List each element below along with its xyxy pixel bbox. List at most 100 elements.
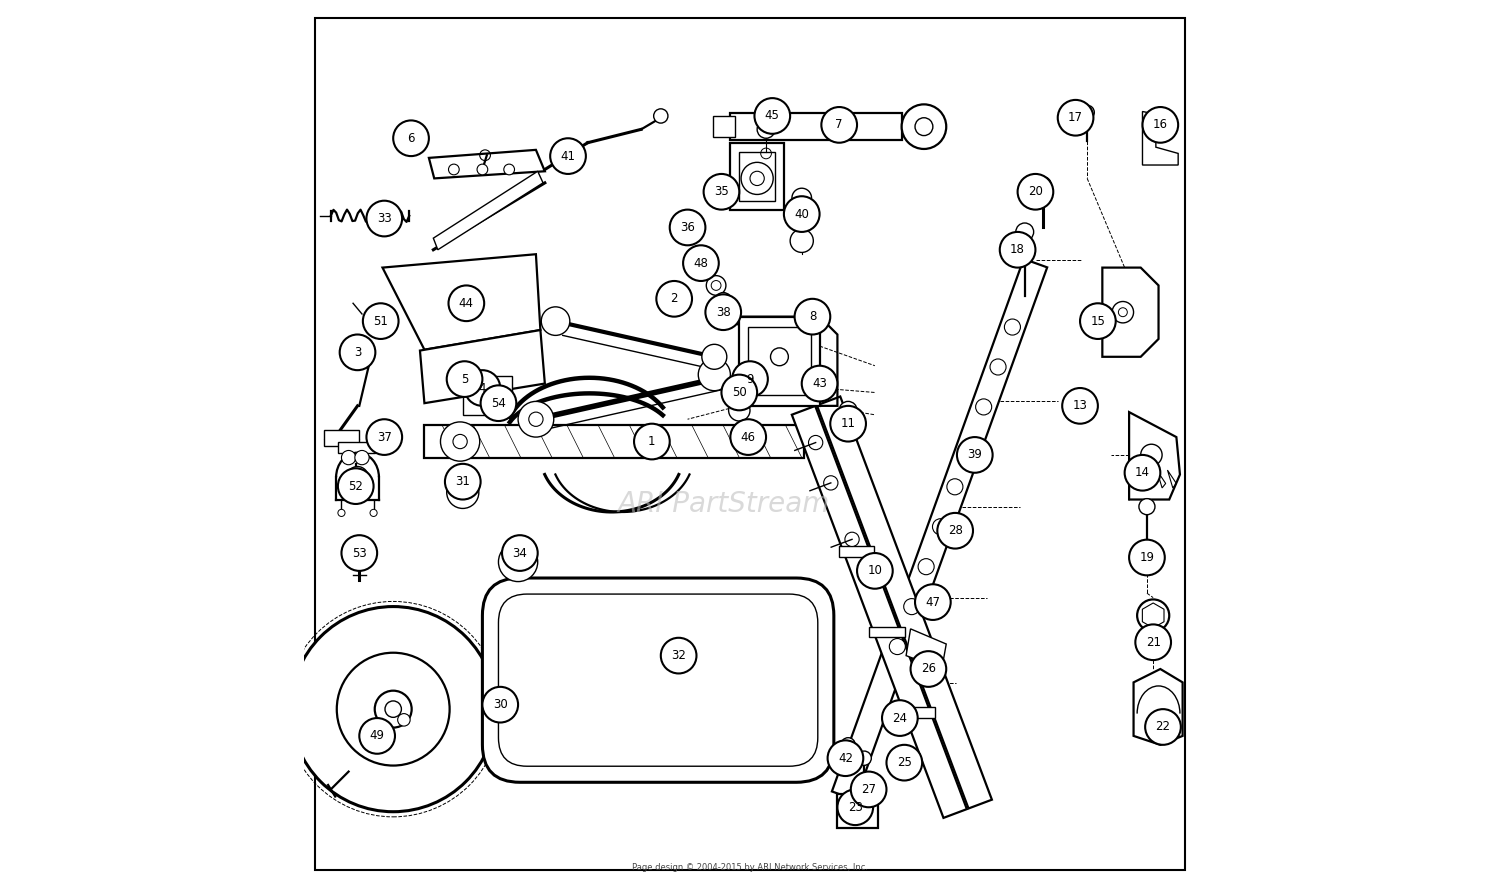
Circle shape <box>366 201 402 236</box>
Circle shape <box>338 468 374 504</box>
Text: 5: 5 <box>460 373 468 385</box>
Polygon shape <box>382 254 540 350</box>
Circle shape <box>1005 319 1020 335</box>
Circle shape <box>1016 223 1034 241</box>
Circle shape <box>342 450 355 465</box>
Circle shape <box>740 430 758 448</box>
Circle shape <box>386 701 402 717</box>
Bar <box>740 152 776 201</box>
Circle shape <box>338 509 345 516</box>
Circle shape <box>1112 301 1134 323</box>
Circle shape <box>828 740 864 776</box>
Circle shape <box>483 687 518 723</box>
Bar <box>464 395 512 415</box>
Text: 30: 30 <box>494 698 507 711</box>
Text: 42: 42 <box>839 752 854 764</box>
Text: 26: 26 <box>921 663 936 675</box>
Circle shape <box>669 210 705 245</box>
Circle shape <box>856 751 871 765</box>
Polygon shape <box>833 259 1047 800</box>
Text: 15: 15 <box>1090 315 1106 327</box>
Circle shape <box>542 307 570 335</box>
Text: 10: 10 <box>867 565 882 577</box>
Circle shape <box>1080 105 1095 120</box>
Text: 3: 3 <box>354 346 362 359</box>
Circle shape <box>839 401 856 419</box>
Text: 45: 45 <box>765 110 780 122</box>
Text: 19: 19 <box>1140 551 1155 564</box>
Text: 9: 9 <box>747 373 753 385</box>
Circle shape <box>550 138 586 174</box>
Circle shape <box>675 211 704 239</box>
FancyBboxPatch shape <box>498 594 818 766</box>
Circle shape <box>448 285 484 321</box>
Text: 23: 23 <box>847 801 862 814</box>
Circle shape <box>1144 607 1161 624</box>
Polygon shape <box>732 429 746 445</box>
Polygon shape <box>868 627 904 638</box>
Text: 22: 22 <box>1155 721 1170 733</box>
Text: Page design © 2004-2015 by ARI Network Services, Inc.: Page design © 2004-2015 by ARI Network S… <box>632 863 868 871</box>
Circle shape <box>1144 709 1180 745</box>
Circle shape <box>792 188 812 208</box>
Text: 8: 8 <box>808 310 816 323</box>
Circle shape <box>824 475 839 490</box>
Circle shape <box>957 437 993 473</box>
Circle shape <box>729 400 750 421</box>
Circle shape <box>503 535 537 571</box>
Circle shape <box>699 359 730 391</box>
Bar <box>324 430 360 446</box>
Circle shape <box>918 558 934 574</box>
Text: 7: 7 <box>836 119 843 131</box>
Circle shape <box>975 399 992 415</box>
Circle shape <box>465 370 500 406</box>
Text: 14: 14 <box>1136 467 1150 479</box>
Circle shape <box>732 361 768 397</box>
Text: 13: 13 <box>1072 400 1088 412</box>
Circle shape <box>842 738 855 752</box>
Circle shape <box>363 303 399 339</box>
Text: 16: 16 <box>1154 119 1168 131</box>
Circle shape <box>504 164 515 175</box>
Circle shape <box>741 162 772 194</box>
Polygon shape <box>1130 412 1180 500</box>
Circle shape <box>1143 107 1178 143</box>
Circle shape <box>483 387 514 419</box>
Circle shape <box>360 718 394 754</box>
Bar <box>730 113 902 140</box>
Circle shape <box>692 247 714 270</box>
Circle shape <box>446 464 480 500</box>
Circle shape <box>1138 499 1155 515</box>
Text: 18: 18 <box>1010 244 1025 256</box>
Circle shape <box>1017 174 1053 210</box>
Circle shape <box>886 745 922 780</box>
Circle shape <box>915 584 951 620</box>
Text: 43: 43 <box>812 377 826 390</box>
Polygon shape <box>900 707 934 718</box>
Text: 37: 37 <box>376 431 392 443</box>
Circle shape <box>370 509 376 516</box>
Text: 39: 39 <box>968 449 982 461</box>
Circle shape <box>366 419 402 455</box>
Polygon shape <box>906 629 946 669</box>
Text: 2: 2 <box>670 293 678 305</box>
Circle shape <box>722 375 758 410</box>
Bar <box>730 143 784 210</box>
Circle shape <box>856 553 892 589</box>
Circle shape <box>662 638 696 673</box>
Circle shape <box>356 450 369 465</box>
Text: 38: 38 <box>716 306 730 318</box>
Circle shape <box>448 164 459 175</box>
Polygon shape <box>1143 603 1164 628</box>
Bar <box>424 425 804 458</box>
Text: 33: 33 <box>376 212 392 225</box>
Circle shape <box>837 789 873 825</box>
Circle shape <box>790 229 813 252</box>
Circle shape <box>910 651 946 687</box>
Polygon shape <box>792 406 968 818</box>
Circle shape <box>771 348 789 366</box>
Circle shape <box>1140 444 1162 466</box>
Circle shape <box>933 519 948 535</box>
Polygon shape <box>1102 268 1158 357</box>
Circle shape <box>447 361 483 397</box>
